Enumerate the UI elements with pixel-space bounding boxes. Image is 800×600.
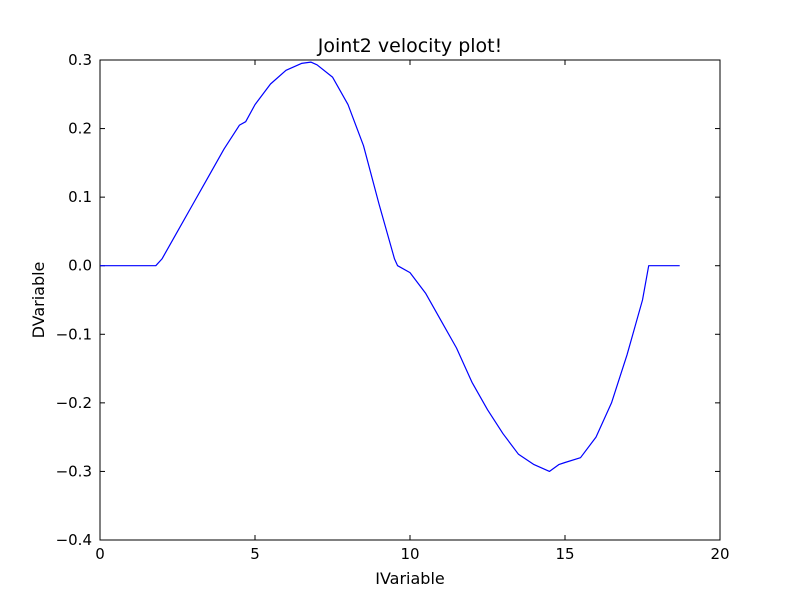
x-tick-label: 0 bbox=[95, 545, 105, 563]
series-layer bbox=[100, 61, 680, 472]
y-axis-label: DVariable bbox=[29, 262, 48, 339]
plot-area bbox=[99, 59, 721, 541]
y-tick-label: −0.3 bbox=[56, 462, 92, 480]
x-axis: 0 5 10 15 20 bbox=[95, 60, 730, 563]
y-tick-label: 0.2 bbox=[68, 120, 92, 138]
y-tick-label: 0.3 bbox=[68, 51, 92, 69]
x-tick-label: 5 bbox=[250, 545, 260, 563]
series-line-0 bbox=[100, 61, 680, 472]
chart-title: Joint2 velocity plot! bbox=[317, 35, 502, 57]
x-tick-label: 20 bbox=[710, 545, 729, 563]
y-axis: −0.4 −0.3 −0.2 −0.1 0.0 0.1 0.2 0.3 bbox=[56, 51, 720, 549]
x-axis-label: IVariable bbox=[375, 569, 445, 588]
y-tick-label: 0.1 bbox=[68, 188, 92, 206]
y-tick-label: −0.1 bbox=[56, 325, 92, 343]
x-tick-label: 10 bbox=[400, 545, 419, 563]
x-tick-label: 15 bbox=[555, 545, 574, 563]
y-tick-label: −0.2 bbox=[56, 394, 92, 412]
y-tick-label: 0.0 bbox=[68, 257, 92, 275]
y-tick-label: −0.4 bbox=[56, 531, 92, 549]
